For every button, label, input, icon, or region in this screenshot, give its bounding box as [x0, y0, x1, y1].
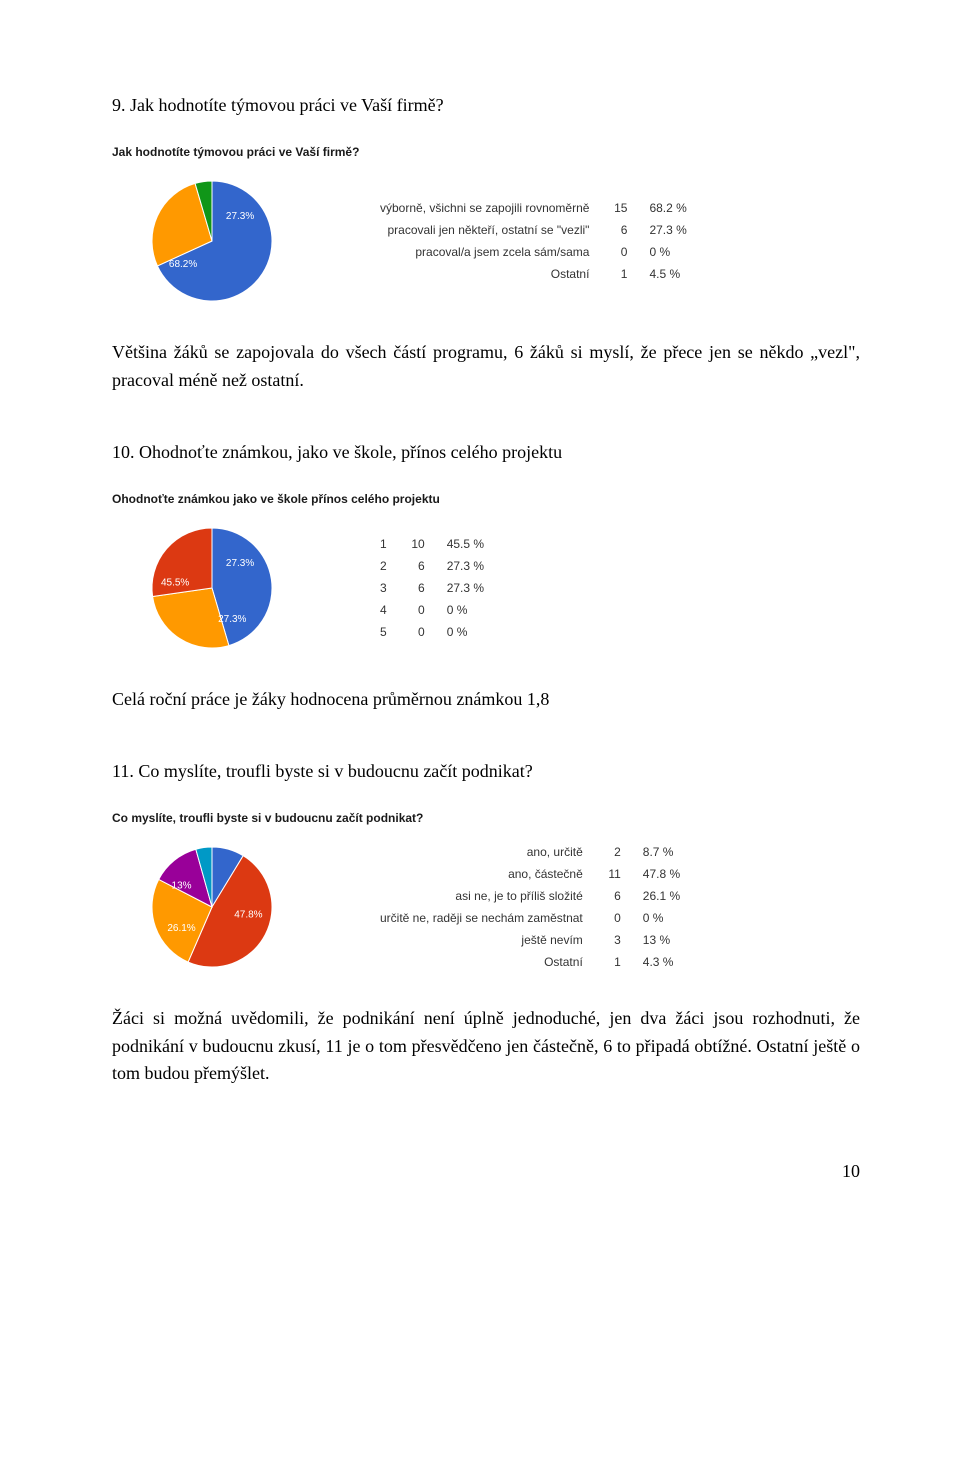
table-row: pracoval/a jsem zcela sám/sama00 % [372, 241, 695, 263]
q11-heading: 11. Co myslíte, troufli byste si v budou… [112, 758, 860, 785]
q9-table: výborně, všichni se zapojili rovnoměrně1… [372, 197, 695, 285]
table-row: Ostatní14.3 % [372, 951, 688, 973]
table-row: určitě ne, raději se nechám zaměstnat00 … [372, 907, 688, 929]
q9-chart: Jak hodnotíte týmovou práci ve Vaší firm… [112, 143, 860, 311]
q9-pie: 27.3% 68.2% [142, 171, 282, 311]
page-number: 10 [112, 1158, 860, 1185]
table-row: 3627.3 % [372, 577, 492, 599]
table-row: 2627.3 % [372, 555, 492, 577]
table-row: výborně, všichni se zapojili rovnoměrně1… [372, 197, 695, 219]
q11-pie: 47.8% 26.1% 13% [142, 837, 282, 977]
pie-slice-label: 68.2% [169, 259, 197, 270]
q9-chart-title: Jak hodnotíte týmovou práci ve Vaší firm… [112, 143, 860, 161]
pie-slice-label: 27.3% [226, 558, 254, 569]
q11-para: Žáci si možná uvědomili, že podnikání ne… [112, 1005, 860, 1089]
q10-chart-title: Ohodnoťte známkou jako ve škole přínos c… [112, 490, 860, 508]
pie-slice-label: 45.5% [161, 577, 189, 588]
q11-table: ano, určitě28.7 %ano, částečně1147.8 %as… [372, 841, 688, 973]
q10-para: Celá roční práce je žáky hodnocena průmě… [112, 686, 860, 714]
table-row: ještě nevím313 % [372, 929, 688, 951]
pie-slice-label: 26.1% [167, 923, 195, 934]
table-row: Ostatní14.5 % [372, 263, 695, 285]
table-row: 11045.5 % [372, 533, 492, 555]
q11-chart-title: Co myslíte, troufli byste si v budoucnu … [112, 809, 860, 827]
q10-chart: Ohodnoťte známkou jako ve škole přínos c… [112, 490, 860, 658]
q10-pie: 27.3% 27.3% 45.5% [142, 518, 282, 658]
pie-slice-label: 27.3% [218, 614, 246, 625]
pie-slice-label: 27.3% [226, 211, 254, 222]
q10-heading: 10. Ohodnoťte známkou, jako ve škole, př… [112, 439, 860, 466]
q9-para: Většina žáků se zapojovala do všech část… [112, 339, 860, 395]
table-row: ano, částečně1147.8 % [372, 863, 688, 885]
q9-heading: 9. Jak hodnotíte týmovou práci ve Vaší f… [112, 92, 860, 119]
q11-chart: Co myslíte, troufli byste si v budoucnu … [112, 809, 860, 977]
pie-slice-label: 13% [172, 880, 192, 891]
pie-slice-label: 47.8% [234, 909, 262, 920]
table-row: pracovali jen někteří, ostatní se "vezli… [372, 219, 695, 241]
table-row: asi ne, je to příliš složité626.1 % [372, 885, 688, 907]
q10-table: 11045.5 %2627.3 %3627.3 %400 %500 % [372, 533, 492, 643]
table-row: ano, určitě28.7 % [372, 841, 688, 863]
table-row: 500 % [372, 621, 492, 643]
table-row: 400 % [372, 599, 492, 621]
